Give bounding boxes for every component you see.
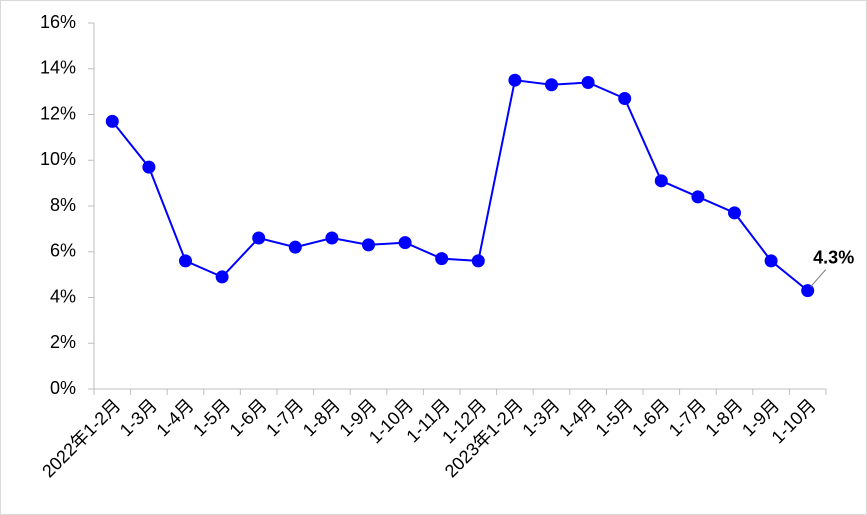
point — [471, 254, 485, 268]
point — [801, 284, 815, 298]
y-tick-label: 4% — [50, 286, 76, 306]
point — [252, 231, 266, 245]
data-label: 4.3% — [813, 247, 854, 267]
line — [111, 79, 809, 292]
point — [728, 206, 741, 220]
y-tick-label: 10% — [40, 149, 76, 169]
point — [179, 254, 192, 268]
point — [508, 73, 522, 87]
point — [654, 174, 668, 188]
y-tick-label: 8% — [50, 195, 76, 215]
point — [581, 75, 595, 89]
point — [288, 240, 302, 254]
point — [398, 236, 412, 250]
point — [691, 190, 705, 204]
point — [142, 160, 156, 174]
y-tick-label: 6% — [50, 241, 76, 261]
point — [618, 91, 632, 105]
point — [545, 78, 558, 92]
point — [362, 238, 375, 252]
leader-line — [810, 269, 827, 287]
point — [215, 270, 229, 284]
point — [105, 114, 119, 128]
point — [325, 231, 339, 245]
point — [435, 252, 449, 266]
y-tick-label: 2% — [50, 332, 76, 352]
y-tick-label: 14% — [40, 58, 76, 78]
y-tick-label: 12% — [40, 103, 76, 123]
point — [764, 254, 778, 268]
y-tick-label: 0% — [50, 378, 76, 398]
y-tick-label: 16% — [40, 12, 76, 32]
